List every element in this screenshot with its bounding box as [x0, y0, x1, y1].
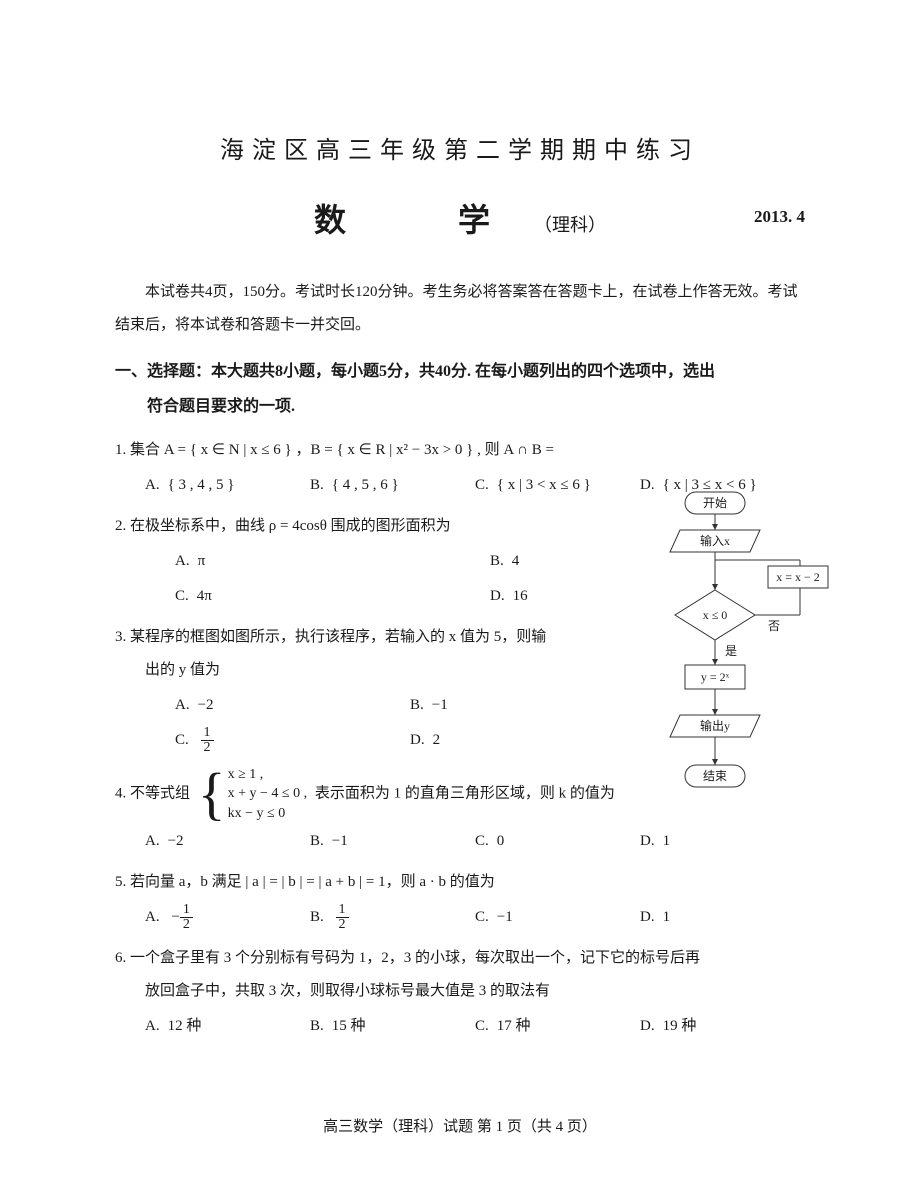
q4-s3: kx − y ≤ 0 [228, 805, 307, 823]
instructions-text: 本试卷共4页，150分。考试时长120分钟。考生务必将答案答在答题卡上，在试卷上… [115, 276, 805, 342]
q4-opt-c: C.0 [475, 825, 640, 858]
subject-suffix: （理科） [534, 215, 606, 235]
q6-options: A.12 种 B.15 种 C.17 种 D.19 种 [115, 1010, 805, 1043]
q3-options-row2: C. 12 D.2 [145, 724, 645, 757]
q6-opt-c: C.17 种 [475, 1010, 640, 1043]
q1-text: 1. 集合 A = { x ∈ N | x ≤ 6 } ，B = { x ∈ R… [115, 434, 805, 467]
fc-end: 结束 [703, 769, 727, 783]
flowchart-diagram: 开始 输入x x = x − 2 x ≤ 0 否 是 y = 2ˣ 输出y 结束 [640, 490, 830, 830]
section-1-line1: 一、选择题：本大题共8小题，每小题5分，共40分. 在每小题列出的四个选项中，选… [115, 363, 715, 380]
q4-suffix: 表示面积为 1 的直角三角形区域，则 k 的值为 [315, 786, 615, 802]
question-5: 5. 若向量 a，b 满足 | a | = | b | = | a + b | … [115, 866, 805, 934]
q3-text-1: 3. 某程序的框图如图所示，执行该程序，若输入的 x 值为 5，则输 [115, 621, 645, 654]
q3-opt-a: A.−2 [175, 689, 410, 722]
exam-date: 2013. 4 [754, 207, 805, 227]
q5-opt-a: A. −12 [145, 901, 310, 934]
q1-opt-c: C.{ x | 3 < x ≤ 6 } [475, 469, 640, 502]
fc-start: 开始 [703, 496, 727, 510]
q5-text: 5. 若向量 a，b 满足 | a | = | b | = | a + b | … [115, 866, 805, 899]
q3-text-2: 出的 y 值为 [115, 654, 645, 687]
fc-assign: x = x − 2 [776, 570, 820, 584]
q4-options: A.−2 B.−1 C.0 D.1 [115, 825, 805, 858]
page-footer: 高三数学（理科）试题 第 1 页（共 4 页） [0, 1115, 920, 1136]
fc-no: 否 [768, 619, 780, 633]
fc-input: 输入x [700, 533, 730, 548]
question-6: 6. 一个盒子里有 3 个分别标有号码为 1，2，3 的小球，每次取出一个，记下… [115, 942, 805, 1043]
q4-opt-a: A.−2 [145, 825, 310, 858]
fc-yes: 是 [725, 644, 737, 658]
q3-opt-b: B.−1 [410, 689, 645, 722]
q5-opt-d: D.1 [640, 901, 805, 934]
q6-text-1: 6. 一个盒子里有 3 个分别标有号码为 1，2，3 的小球，每次取出一个，记下… [115, 942, 805, 975]
q4-s1: x ≥ 1 , [228, 766, 307, 784]
section-1-line2: 符合题目要求的一项. [115, 389, 805, 424]
q3-opt-d: D.2 [410, 724, 645, 757]
q6-opt-a: A.12 种 [145, 1010, 310, 1043]
subject-name: 数 学 [314, 202, 530, 238]
q2-opt-a: A.π [175, 545, 490, 578]
question-3: 3. 某程序的框图如图所示，执行该程序，若输入的 x 值为 5，则输 出的 y … [115, 621, 645, 757]
q4-opt-b: B.−1 [310, 825, 475, 858]
q4-prefix: 4. 不等式组 [115, 786, 190, 802]
fc-cond: x ≤ 0 [703, 608, 728, 622]
q1-opt-b: B.{ 4 , 5 , 6 } [310, 469, 475, 502]
q6-text-2: 放回盒子中，共取 3 次，则取得小球标号最大值是 3 的取法有 [115, 975, 805, 1008]
section-1-heading: 一、选择题：本大题共8小题，每小题5分，共40分. 在每小题列出的四个选项中，选… [115, 354, 805, 424]
q5-opt-c: C.−1 [475, 901, 640, 934]
q5-opt-b: B. 12 [310, 901, 475, 934]
q4-opt-d: D.1 [640, 825, 805, 858]
q3-opt-c: C. 12 [175, 724, 410, 757]
q2-opt-c: C.4π [175, 580, 490, 613]
exam-main-title: 海淀区高三年级第二学期期中练习 [115, 130, 805, 165]
q3-options-row1: A.−2 B.−1 [145, 689, 645, 722]
q5-options: A. −12 B. 12 C.−1 D.1 [115, 901, 805, 934]
fc-output: 输出y [700, 718, 730, 733]
q4-system: { x ≥ 1 , x + y − 4 ≤ 0 , kx − y ≤ 0 [198, 765, 307, 823]
q6-opt-d: D.19 种 [640, 1010, 805, 1043]
q4-s2: x + y − 4 ≤ 0 , [228, 785, 307, 803]
fc-calc: y = 2ˣ [701, 670, 730, 684]
subject-row: 数 学 （理科） 2013. 4 [115, 195, 805, 241]
q1-opt-a: A.{ 3 , 4 , 5 } [145, 469, 310, 502]
q6-opt-b: B.15 种 [310, 1010, 475, 1043]
